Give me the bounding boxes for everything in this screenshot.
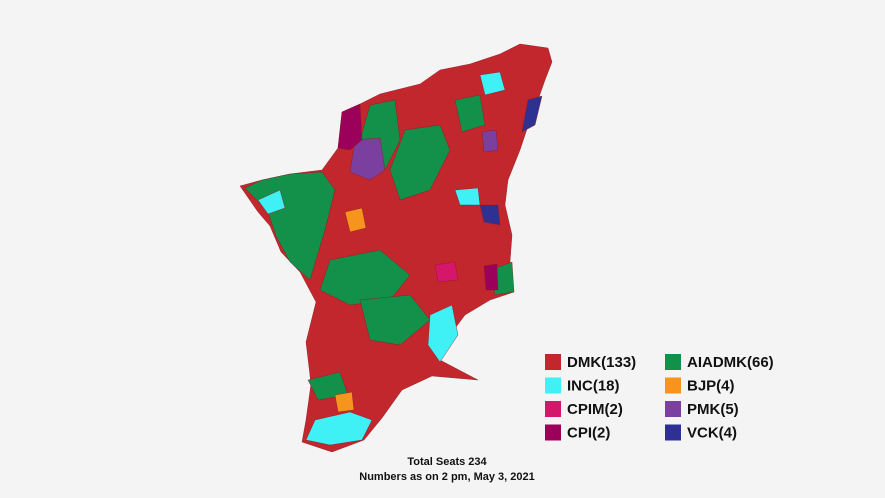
state-map [239,43,553,453]
region [479,71,506,96]
region [349,137,386,181]
region [257,189,286,215]
region [427,304,459,363]
region [359,294,431,346]
region [305,411,373,446]
region [434,261,459,283]
legend-label: INC(18) [567,377,620,394]
legend-swatch [545,354,561,370]
legend-swatch [665,377,681,394]
region [479,204,501,226]
region [521,95,543,133]
legend-label: BJP(4) [687,377,735,394]
legend-swatch [545,424,561,441]
legend-swatch [665,354,681,370]
legend-label: CPIM(2) [567,401,623,418]
legend-label: AIADMK(66) [687,354,774,371]
region [334,391,355,413]
region [481,129,499,153]
region [454,94,486,133]
legend-label: VCK(4) [687,424,737,441]
legend: DMK(133) AIADMK(66) INC(18) BJP(4) CPIM(2) PM… [545,354,774,441]
legend-label: PMK(5) [687,401,739,418]
legend-swatch [665,424,681,441]
legend-swatch [665,401,681,417]
caption: Total Seats 234 [407,456,487,468]
region [389,124,451,201]
region [337,103,363,151]
region [483,263,499,291]
region [344,207,367,233]
legend-swatch [545,377,561,394]
legend-swatch [545,401,561,417]
caption: Numbers as on 2 pm, May 3, 2021 [359,471,534,483]
legend-label: CPI(2) [567,424,610,441]
legend-label: DMK(133) [567,354,636,371]
